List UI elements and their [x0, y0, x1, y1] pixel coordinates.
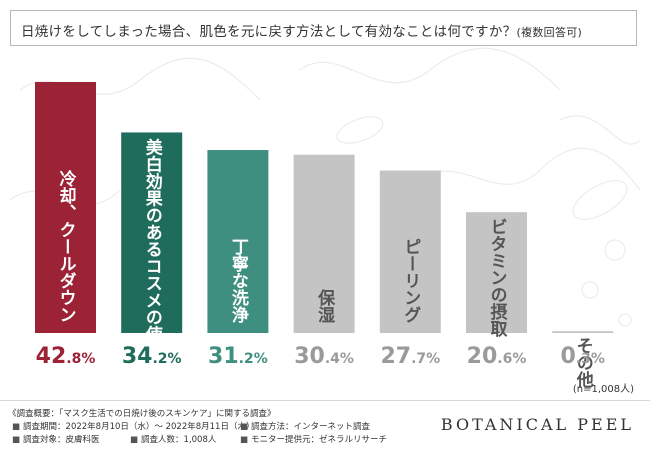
bar-6 [552, 331, 614, 333]
survey-title: 《調査概要：「マスク生活での日焼け後のスキンケア」に関する調査》 [8, 409, 276, 419]
category-label-0: 冷却、クールダウン [56, 169, 77, 323]
bar-0 [35, 82, 96, 333]
category-label-3: 保湿 [314, 288, 336, 323]
chart-title-box: 日焼けをしてしまった場合、肌色を元に戻す方法として有効なことは何ですか？(複数回… [10, 10, 637, 46]
chart-title-note: (複数回答可) [516, 26, 583, 39]
brand-logo: BOTANICAL PEEL [440, 415, 634, 434]
value-label-3: 30.4% [294, 344, 354, 369]
value-label-1: 34.2% [122, 344, 182, 369]
bullet-icon: ■ [130, 435, 139, 445]
bar-2 [207, 150, 269, 333]
survey-period: ■ 調査期間：2022年8月10日（水）〜 2022年8月11日（木） [12, 422, 255, 432]
bullet-icon: ■ [240, 422, 249, 432]
value-label-6: 0.3% [560, 344, 604, 369]
chart-title: 日焼けをしてしまった場合、肌色を元に戻す方法として有効なことは何ですか？(複数回… [21, 24, 583, 40]
value-label-0: 42.8% [36, 344, 96, 369]
bullet-icon: ■ [12, 422, 21, 432]
value-label-2: 31.2% [208, 344, 268, 369]
sample-size-note: (n=1,008人) [572, 384, 634, 395]
category-label-1: 美白効果のあるコスメの使用 [142, 137, 164, 360]
bar-3 [293, 154, 355, 333]
survey-target: ■ 調査対象：皮膚科医 [12, 435, 100, 445]
bar-5 [466, 212, 527, 333]
survey-provider: ■ モニター提供元：ゼネラルリサーチ [240, 435, 388, 445]
bar-1 [121, 132, 183, 333]
category-label-6: その他 [573, 337, 595, 388]
category-label-5: ビタミンの摂取 [487, 218, 508, 338]
survey-footer: 《調査概要：「マスク生活での日焼け後のスキンケア」に関する調査》 ■ 調査期間：2… [0, 400, 650, 451]
category-label-4: ピーリング [400, 238, 421, 323]
value-label-4: 27.7% [380, 344, 440, 369]
survey-method: ■ 調査方法：インターネット調査 [240, 422, 371, 432]
bullet-icon: ■ [12, 435, 21, 445]
bar-4 [379, 170, 441, 333]
bullet-icon: ■ [240, 435, 249, 445]
value-label-5: 20.6% [467, 344, 527, 369]
category-label-2: 丁寧な洗浄 [228, 238, 249, 324]
survey-count: ■ 調査人数：1,008人 [130, 435, 217, 445]
